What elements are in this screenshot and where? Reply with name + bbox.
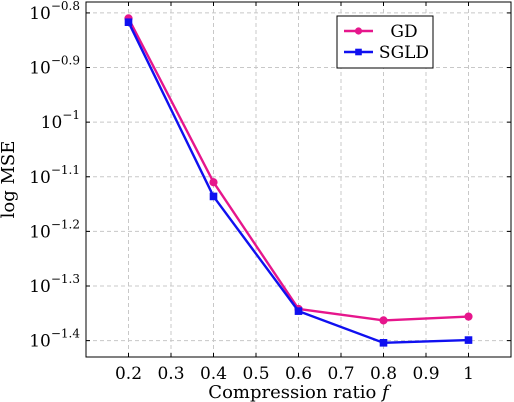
x-tick-label: 0.5 [242,364,269,384]
data-point [464,312,473,321]
legend-marker [355,48,362,56]
x-tick-label: 0.8 [370,364,397,384]
data-point [464,336,473,344]
x-tick-label: 0.4 [200,364,227,384]
series-line [127,21,469,344]
data-point [379,339,388,347]
data-point [209,178,218,187]
y-tick-label: 10−1.4 [29,327,80,352]
x-tick-label: 0.7 [327,364,354,384]
y-axis-label: log MSE [0,141,19,219]
data-point [209,192,218,201]
x-tick-label: 1 [463,364,474,384]
x-tick-label: 0.6 [285,364,312,384]
y-tick-label: 10−1 [41,108,80,133]
x-tick-label: 0.3 [157,364,184,384]
series-layer [124,14,473,347]
y-tick-labels: 10−0.8 10−0.9 10−1 10−1.1 10−1.2 10−1.3 10−1.4 [29,0,80,352]
tick-marks [86,2,511,357]
legend-item-sgld: SGLD [344,43,429,63]
series-sgld [124,18,473,347]
legend-label: GD [390,22,417,42]
y-tick-label: 10−1.3 [29,272,80,297]
legend-box [336,15,434,69]
y-tick-label: 10−0.9 [29,54,80,79]
x-tick-labels: 0.2 0.3 0.4 0.5 0.6 0.7 0.8 0.9 1 [115,364,474,384]
y-tick-label: 10−1.2 [29,217,80,242]
data-point [379,316,388,325]
legend-label: SGLD [379,43,429,63]
x-tick-label: 0.2 [115,364,142,384]
x-axis-label: Compression ratio f [208,382,392,402]
legend-item-gd: GD [344,22,418,42]
grid [86,2,511,357]
x-tick-label: 0.9 [412,364,439,384]
data-point [294,307,303,315]
y-tick-label: 10−0.8 [29,0,80,24]
legend-marker [354,27,363,35]
data-point [124,18,133,27]
y-tick-label: 10−1.1 [29,163,80,188]
